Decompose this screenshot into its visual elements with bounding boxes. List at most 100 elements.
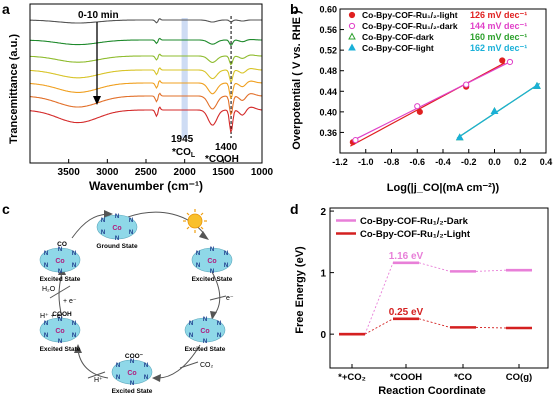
panel-b-ylabel: Overpotential ( V vs. RHE ) [291,10,303,150]
b-point-s2-2 [414,103,421,110]
a-xtick-label-1: 3000 [96,167,119,178]
b-point-s2-3 [463,81,470,88]
b-slope-label-2: 144 mV dec⁻¹ [470,21,527,31]
state-label: Ground State [96,243,138,250]
panel-a-xlabel: Wavenumber (cm⁻¹) [89,179,203,193]
reagent-e1: e⁻ [226,295,234,302]
panel-label-a: a [2,1,10,17]
metal-co: Co [207,258,216,265]
d-connector-s2-3 [475,326,507,329]
panel-a-peak2-value: 1400 [215,142,238,153]
sun-icon [183,209,207,233]
ligand-n-4: N [224,263,228,269]
b-xtick-label-7: 0.2 [514,157,527,167]
b-xtick-label-2: -0.8 [384,157,400,167]
d-connector-s2-2 [418,318,451,328]
b-point-s1-4 [499,57,506,64]
state-label: Excited State [192,276,233,283]
ligand-n-3: N [44,333,48,339]
d-ytick-label-0: 0 [320,330,326,341]
panel-label-b: b [290,1,299,17]
spectrum-line-6 [29,92,263,116]
b-legend-marker-3 [348,32,356,40]
state-label: Excited State [40,276,81,283]
panel-a-peak1-label: *CO [172,147,191,158]
ligand-n-3: N [189,333,193,339]
metal-co: Co [200,328,209,335]
cycle-arrowheads [58,210,217,382]
b-fit-line-4 [456,83,540,139]
b-legend-marker-2 [348,22,356,30]
b-legend-label-4: Co-Bpy-COF-light [362,43,434,53]
d-legend-label-1: Co-Bpy-COF-Ru₁/₂-Dark [360,216,469,227]
d-xtick-label-3: CO(g) [506,372,532,383]
panel-d-ylabel: Free Energy (eV) [294,246,306,334]
b-ytick-label-2: 0.44 [319,87,337,97]
adsorbate-cooh: COOH [52,311,72,318]
ligand-n-4: N [129,230,133,236]
b-slope-label-3: 160 mV dec⁻¹ [470,32,527,42]
ligand-n-1: N [196,251,200,257]
ligand-n-3: N [44,263,48,269]
b-xtick-label-8: 0.4 [540,157,553,167]
panel-a-time-label: 0-10 min [78,10,119,21]
panel-b-legend: Co-Bpy-COF-Ru₁/₂-light 126 mV dec⁻¹ Co-Bpy… [348,10,527,53]
b-slope-label-4: 162 mV dec⁻¹ [470,43,527,53]
molecule-blob [96,214,138,240]
b-legend-marker-1 [348,11,356,19]
ligand-n-bottom: N [58,269,62,275]
b-ytick-label-3: 0.48 [319,66,337,76]
panel-c-scheme: c [2,201,234,395]
b-ytick-label-1: 0.40 [319,107,337,117]
spectrum-line-7 [29,106,263,134]
spectrum-line-2 [30,37,262,46]
ligand-n-2: N [217,321,221,327]
arrow-e-in [209,295,227,301]
arrow-ground-to-exc1 [124,211,206,236]
panel-b-plot-area [349,57,541,147]
b-xtick-label-6: 0.0 [488,157,501,167]
panel-b-tafel: b Overpotential ( V vs. RHE ) 0.360.400.… [290,1,552,194]
arrow-exc2-to-exc3 [157,344,201,379]
ligand-n-1: N [189,321,193,327]
panel-a-x-ticks: 3500 3000 2500 2000 1500 1000 [58,159,274,178]
arrow-co2-in [179,361,199,369]
a-xtick-label-2: 2500 [135,167,158,178]
ligand-n-2: N [144,363,148,369]
reagent-co2: CO₂ [200,362,214,369]
b-legend-label-3: Co-Bpy-COF-dark [362,32,434,42]
reagent-e2: + e⁻ [63,298,77,305]
ligand-n-bottom: N [58,339,62,345]
arrow-h2o-out [49,285,71,299]
ligand-n-2: N [129,218,133,224]
ligand-n-1: N [44,251,48,257]
molecule-blob [39,247,81,273]
panel-d-xlabel: Reaction Coordinate [378,385,486,397]
ligand-n-3: N [196,263,200,269]
reagent-h-plus: H⁺ [94,377,103,384]
b-point-s4-1 [455,133,464,141]
ligand-n-bottom: N [203,339,207,345]
molecule-blob [39,317,81,343]
b-point-s2-1 [352,137,359,144]
spectrum-line-1 [30,18,262,24]
b-xtick-label-1: -1.0 [358,157,374,167]
b-xtick-label-5: -0.2 [461,157,477,167]
molecule-blob [184,317,226,343]
d-ytick-label-2: 2 [320,207,326,218]
panel-d-ticks: 0 1 2 *+CO₂ *COOH *CO CO(g) [320,207,532,383]
ligand-n-2: N [72,251,76,257]
panel-a-peak1-sub: L [191,152,196,159]
b-xtick-label-3: -0.6 [409,157,425,167]
arrow-exc4-to-exc5 [58,271,63,319]
ligand-n-3: N [116,375,120,381]
b-point-s1-2 [416,108,423,115]
d-connector-s1-3 [475,269,507,272]
spectrum-line-4 [30,67,262,83]
ligand-n-2: N [72,321,76,327]
reagent-h-plus-e: H⁺ + e⁻ [40,313,65,320]
ligand-n-3: N [101,230,105,236]
b-slope-label-1: 126 mV dec⁻¹ [470,10,527,20]
ligand-n-top: N [58,247,62,253]
